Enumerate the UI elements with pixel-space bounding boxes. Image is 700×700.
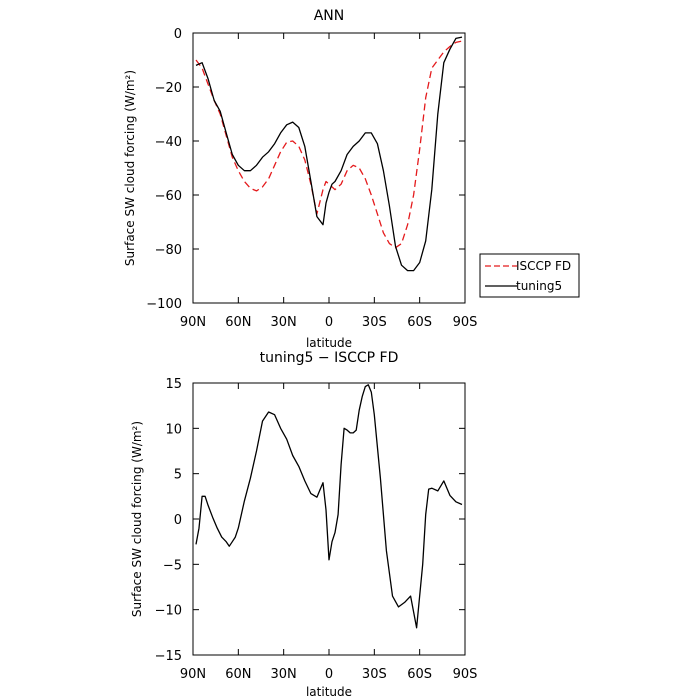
bottom-y-tick-label: −10 xyxy=(155,604,182,619)
bottom-x-tick-label: 30S xyxy=(362,667,387,682)
top-series-line-isccp-fd xyxy=(195,40,463,249)
bottom-x-tick-label: 90N xyxy=(180,667,206,682)
bottom-chart-title: tuning5 − ISCCP FD xyxy=(260,350,399,366)
legend-label-tuning5: tuning5 xyxy=(516,279,562,293)
bottom-y-tick-label: 10 xyxy=(165,422,182,437)
bottom-y-axis-label: Surface SW cloud forcing (W/m²) xyxy=(130,421,144,617)
top-plot-frame xyxy=(192,32,466,304)
top-y-axis-label: Surface SW cloud forcing (W/m²) xyxy=(123,70,137,266)
bottom-x-axis-label: latitude xyxy=(306,685,352,699)
top-x-tick-label: 0 xyxy=(325,315,333,330)
top-y-tick-label: −20 xyxy=(155,81,182,96)
top-x-tick-label: 60N xyxy=(225,315,251,330)
bottom-x-tick-label: 30N xyxy=(271,667,297,682)
top-y-tick-label: −60 xyxy=(155,189,182,204)
bottom-y-tick-label: −5 xyxy=(163,558,182,573)
legend-label-isccp: ISCCP FD xyxy=(516,259,571,273)
top-x-tick-label: 30N xyxy=(271,315,297,330)
bottom-y-tick-label: 15 xyxy=(165,377,182,392)
top-x-tick-label: 90N xyxy=(180,315,206,330)
top-y-tick-label: −100 xyxy=(146,297,182,312)
top-x-tick-label: 90S xyxy=(453,315,478,330)
bottom-x-tick-label: 0 xyxy=(325,667,333,682)
top-y-tick-label: −40 xyxy=(155,135,182,150)
bottom-y-tick-label: 0 xyxy=(174,513,182,528)
bottom-plot-frame xyxy=(192,382,466,656)
bottom-x-tick-label: 90S xyxy=(453,667,478,682)
bottom-y-tick-label: 5 xyxy=(174,468,182,483)
bottom-series-line-difference xyxy=(195,384,463,629)
top-y-tick-label: 0 xyxy=(174,27,182,42)
bottom-x-tick-label: 60N xyxy=(225,667,251,682)
top-y-tick-label: −80 xyxy=(155,243,182,258)
top-series-line-tuning5 xyxy=(195,36,463,272)
legend-box xyxy=(479,253,580,298)
top-x-axis-label: latitude xyxy=(306,336,352,350)
top-x-tick-label: 30S xyxy=(362,315,387,330)
top-chart-title: ANN xyxy=(314,8,345,24)
bottom-y-tick-label: −15 xyxy=(155,649,182,664)
top-x-tick-label: 60S xyxy=(407,315,432,330)
bottom-x-tick-label: 60S xyxy=(407,667,432,682)
